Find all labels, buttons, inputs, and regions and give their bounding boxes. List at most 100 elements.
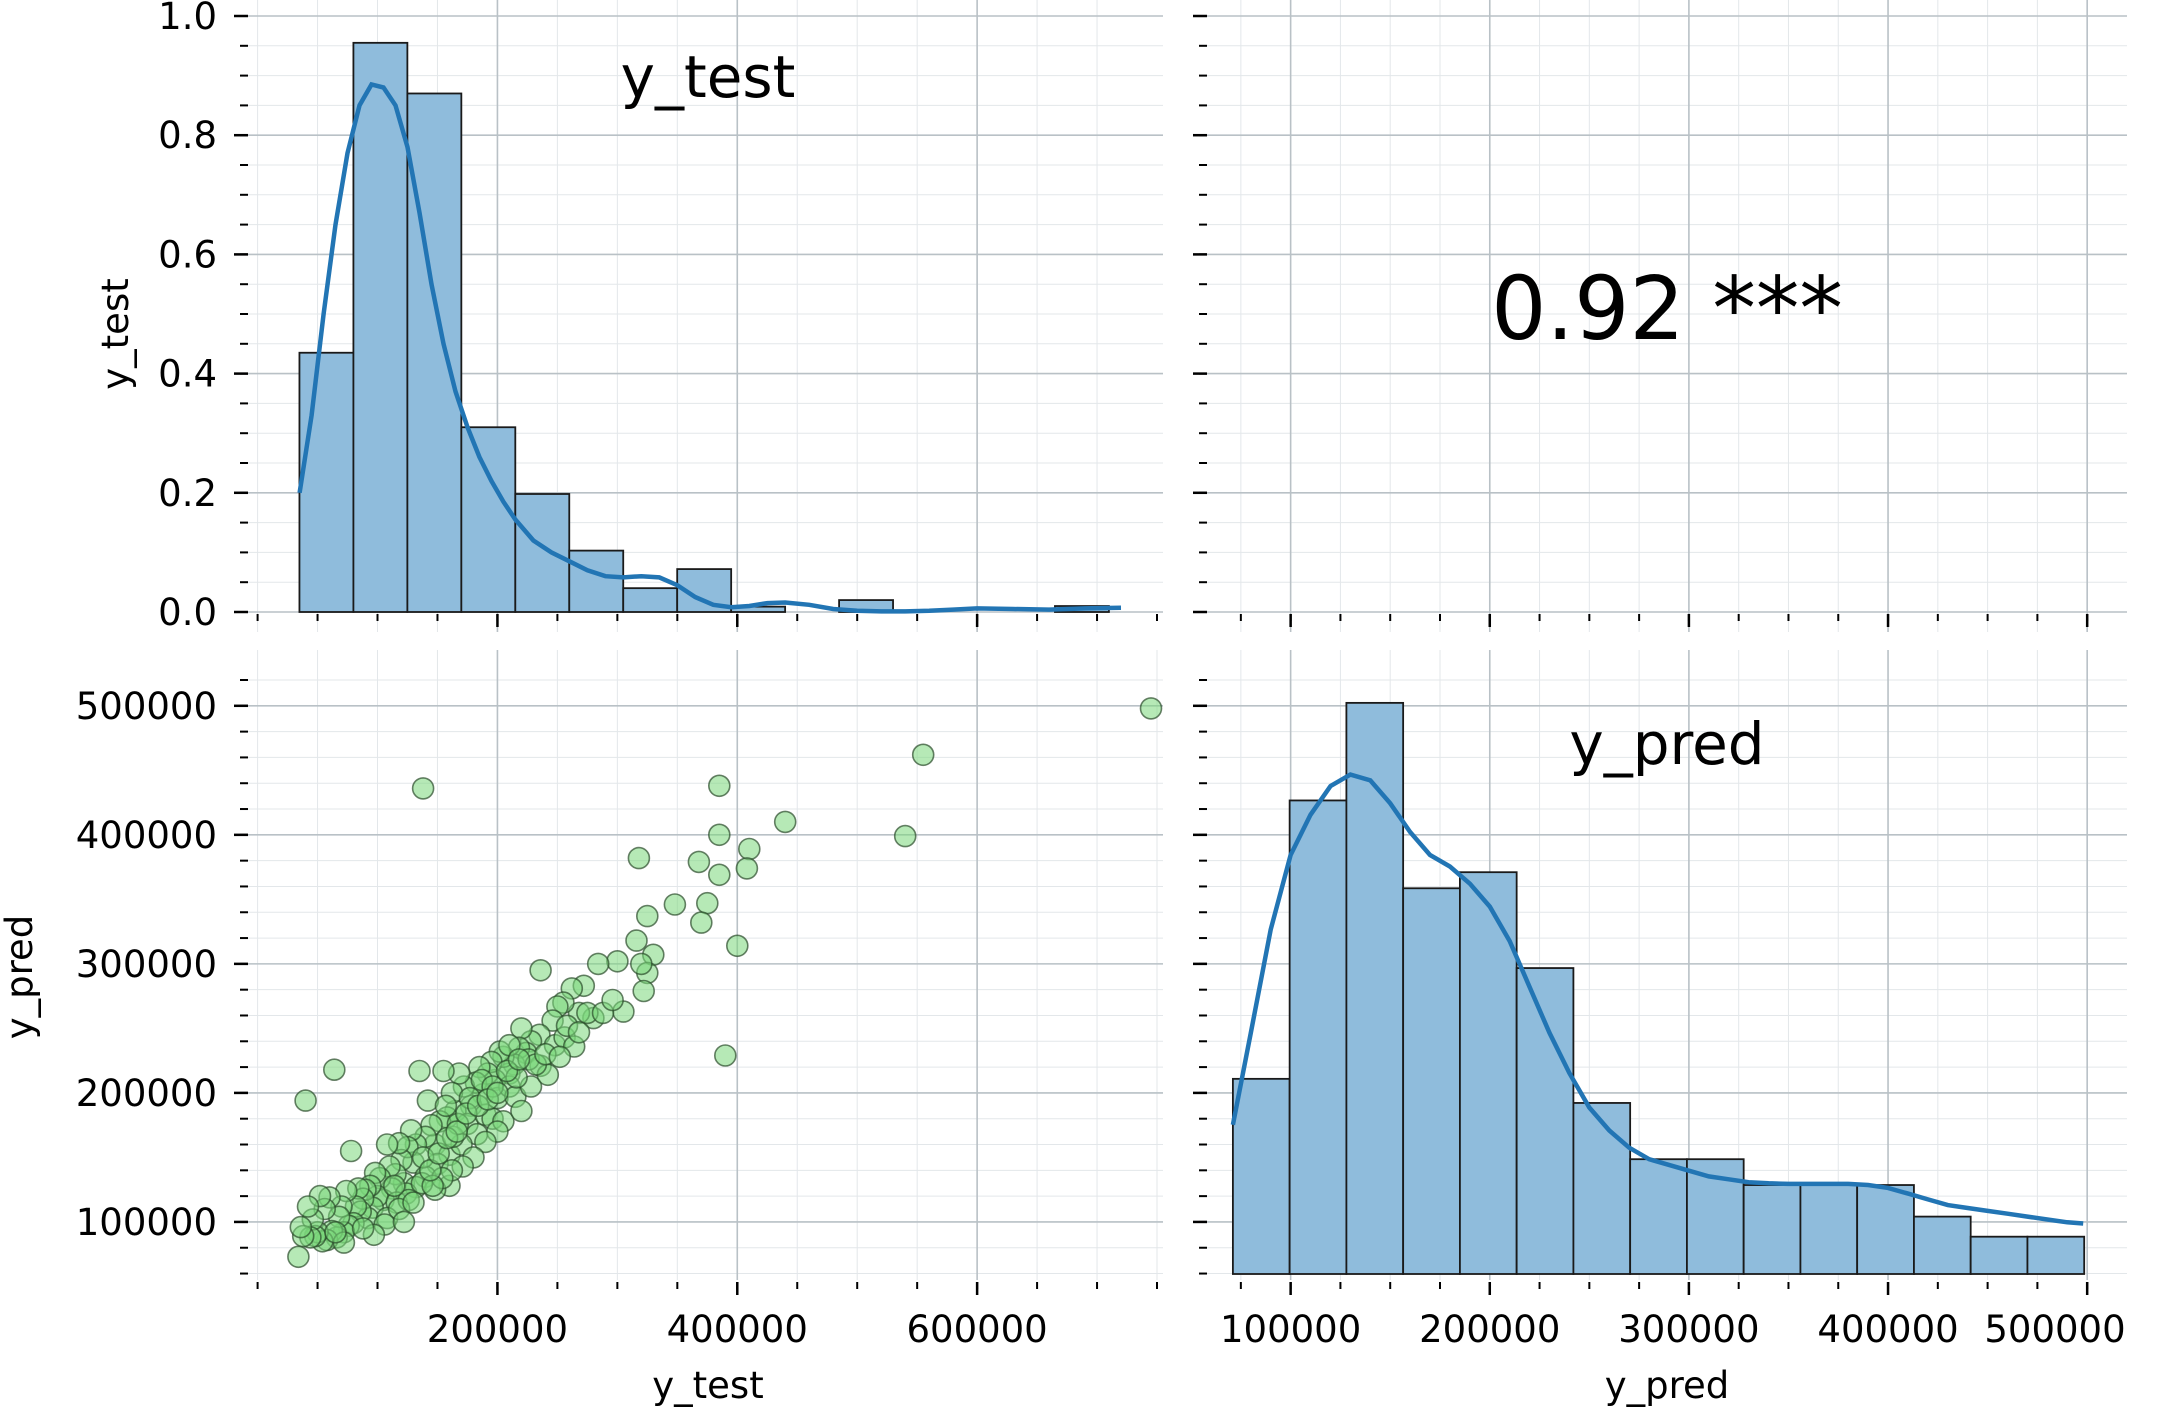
scatter-point: [402, 1191, 425, 1214]
y-tick-label: 500000: [76, 685, 217, 728]
scatter-point: [695, 891, 719, 915]
histogram-bar: [1742, 1184, 1802, 1275]
y-tick-label: 400000: [76, 814, 217, 857]
axis-ticks: [234, 679, 1159, 1295]
scatter-point: [635, 904, 659, 928]
kde-curve: [297, 81, 1122, 614]
scatter-point: [911, 743, 935, 767]
x-axis-label: y_pred: [1605, 1364, 1730, 1407]
scatter-point: [289, 1215, 313, 1239]
x-tick-label: 600000: [906, 1308, 1047, 1351]
histogram-bar: [1856, 1184, 1915, 1275]
scatter-point: [737, 837, 761, 861]
major-grid: [1207, 0, 2127, 632]
scatter-point: [713, 1044, 737, 1067]
correlation-annotation: 0.92 ***: [1491, 258, 1843, 360]
tick-labels: 100000 200000 300000 400000 500000 200000 4000…: [76, 685, 1048, 1351]
scatter-point: [408, 1059, 431, 1083]
histogram-bar: [352, 41, 409, 613]
scatter-point: [689, 911, 713, 934]
scatter-point: [629, 952, 653, 976]
y-tick-label: 0.2: [158, 472, 217, 515]
diagonal-title: y_test: [621, 43, 796, 111]
y-tick-label: 0.6: [158, 233, 217, 276]
scatter-point: [507, 1048, 531, 1071]
tick-labels: 100000 200000 300000 400000 500000: [1220, 1308, 2126, 1351]
scatter-point: [474, 1130, 497, 1154]
scatter-point: [434, 1094, 458, 1118]
scatter-point: [432, 1059, 455, 1083]
scatter-point: [606, 949, 629, 973]
axis-ticks: [234, 14, 1159, 627]
x-tick-label: 400000: [667, 1308, 808, 1351]
scatter-point: [601, 988, 624, 1012]
scatter-point: [510, 1099, 533, 1123]
y-tick-label: 100000: [76, 1201, 217, 1244]
axis-ticks: [1193, 679, 2089, 1295]
scatter-point: [567, 1021, 591, 1044]
scatter-point: [725, 934, 749, 958]
histogram-bar: [2026, 1235, 2086, 1275]
x-tick-label: 200000: [1419, 1308, 1560, 1351]
scatter-point: [445, 1120, 469, 1143]
histogram-bar: [1231, 1077, 1291, 1275]
scatter-point: [707, 774, 731, 798]
scatter-point: [632, 979, 656, 1003]
scatter-point: [351, 1217, 375, 1240]
scatter-point: [287, 1245, 310, 1269]
scatter-point: [322, 1058, 346, 1081]
scatter-point: [375, 1133, 399, 1156]
x-tick-label: 400000: [1817, 1308, 1958, 1351]
scatter-point: [707, 823, 731, 847]
y-axis-label: y_test: [94, 278, 137, 389]
y-tick-label: 1.0: [158, 0, 217, 38]
scatter-point: [663, 893, 687, 916]
scatter-point: [1139, 697, 1163, 720]
scatter-point: [486, 1081, 509, 1105]
histogram-bar: [568, 549, 625, 613]
y-tick-label: 0.8: [158, 114, 217, 157]
y-axis-label: y_pred: [0, 915, 41, 1040]
y-tick-label: 300000: [76, 943, 217, 986]
histogram-bar: [460, 426, 517, 613]
histogram-bar: [514, 493, 571, 613]
axis-ticks: [1193, 14, 2089, 627]
scatter-point: [893, 824, 917, 848]
x-tick-label: 500000: [1984, 1308, 2125, 1351]
x-tick-label: 100000: [1220, 1308, 1361, 1351]
panel-y-pred-histogram: 100000 200000 300000 400000 500000 y_pred y_…: [1193, 650, 2127, 1407]
scatter-point: [773, 810, 797, 834]
histogram-bar: [406, 92, 463, 613]
scatter-point: [529, 958, 552, 982]
scatter-point: [687, 850, 711, 874]
scatter-point: [296, 1195, 320, 1218]
kde-curve: [1230, 772, 2084, 1226]
x-axis-label: y_test: [652, 1364, 763, 1407]
histogram-bar: [1288, 799, 1348, 1275]
tick-labels: 0.0 0.2 0.4 0.6 0.8 1.0: [158, 0, 217, 634]
x-tick-label: 200000: [427, 1308, 568, 1351]
x-tick-label: 300000: [1618, 1308, 1759, 1351]
histogram-bar: [1799, 1184, 1859, 1275]
panel-scatter: 100000 200000 300000 400000 500000 200000 4000…: [0, 650, 1163, 1407]
scatter-point: [294, 1089, 317, 1112]
scatter-point: [735, 857, 759, 880]
histogram-bar: [1402, 887, 1461, 1275]
histogram-bar: [1345, 701, 1405, 1275]
scatter-point: [625, 929, 648, 952]
scatter-point: [411, 777, 435, 800]
scatter-point: [339, 1139, 363, 1163]
histogram-bar: [1459, 871, 1518, 1275]
y-tick-label: 0.0: [158, 591, 217, 634]
y-tick-label: 200000: [76, 1072, 217, 1115]
scatter-point: [324, 1221, 347, 1244]
scatter-points: [287, 697, 1163, 1269]
scatter-point: [548, 1045, 572, 1069]
panel-y-test-histogram: y_test y_test: [94, 0, 1163, 632]
histogram-bar: [1572, 1102, 1632, 1275]
diagonal-title: y_pred: [1569, 710, 1764, 778]
histogram-bar: [1913, 1215, 1972, 1275]
scatter-point: [707, 863, 731, 887]
histogram-bars: [298, 41, 1110, 613]
